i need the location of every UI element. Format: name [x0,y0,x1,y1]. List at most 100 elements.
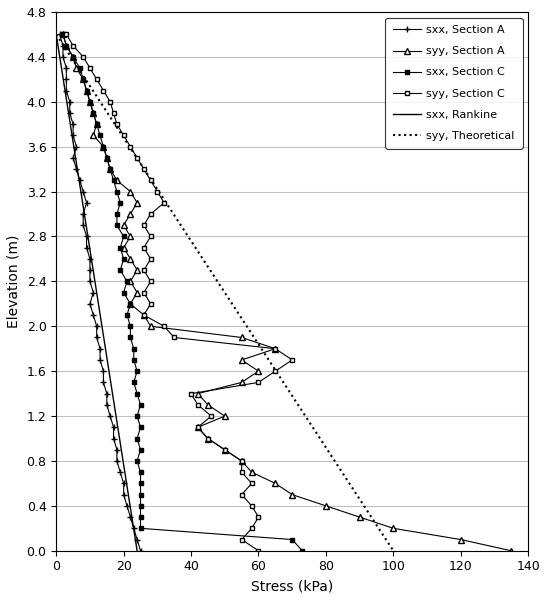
syy, Section C [272,368,278,375]
syy, Section A [83,87,90,94]
syy, Section A [222,446,228,454]
sxx, Section C [137,480,144,487]
sxx, Section A [97,356,103,364]
X-axis label: Stress (kPa): Stress (kPa) [251,579,333,593]
Legend: sxx, Section A, syy, Section A, sxx, Section C, syy, Section C, sxx, Rankine, sy: sxx, Section A, syy, Section A, sxx, Sec… [385,17,522,149]
sxx, Section C [137,502,144,509]
syy, Section C [147,177,154,184]
syy, Section A [238,334,245,341]
sxx, Section A [77,177,83,184]
syy, Section A [147,323,154,330]
sxx, Section C [137,514,144,521]
sxx, Section C [131,379,137,386]
syy, Section A [120,244,127,251]
syy, Section C [195,424,201,431]
syy, Section C [161,323,167,330]
Line: sxx, Section C: sxx, Section C [61,32,304,553]
syy, Section C [248,480,255,487]
sxx, Section A [66,109,73,116]
syy, Section C [70,42,77,49]
sxx, Section C [117,199,124,206]
sxx, Section C [289,536,295,543]
sxx, Section A [94,323,100,330]
syy, Section A [94,121,100,128]
sxx, Section C [80,76,86,83]
sxx, Section C [120,256,127,263]
syy, Section A [390,525,397,532]
sxx, Section A [63,87,69,94]
syy, Section C [255,514,262,521]
syy, Section A [141,311,147,319]
sxx, Section A [80,221,86,229]
sxx, Section C [131,356,137,364]
syy, Section A [60,31,66,38]
syy, Section C [147,233,154,240]
syy, Section C [107,98,113,106]
sxx, Section C [137,469,144,476]
sxx, Section C [127,334,133,341]
sxx, Section C [110,177,117,184]
sxx, Section A [131,525,137,532]
sxx, Section C [90,109,97,116]
sxx, Section A [86,278,93,285]
sxx, Section C [134,435,141,442]
sxx, Section A [100,379,107,386]
syy, Section C [238,536,245,543]
syy, Section A [205,435,211,442]
syy, Section C [248,502,255,509]
syy, Section A [195,390,201,397]
sxx, Section C [134,412,141,419]
syy, Section A [457,536,464,543]
sxx, Section A [127,514,133,521]
sxx, Section C [137,491,144,498]
sxx, Section C [83,87,90,94]
sxx, Section A [114,457,120,464]
sxx, Section C [134,457,141,464]
sxx, Section A [56,31,63,38]
syy, Section C [147,256,154,263]
sxx, Section C [134,390,141,397]
sxx, Section A [110,424,117,431]
syy, Section A [323,502,329,509]
sxx, Section A [63,64,69,71]
sxx, Section C [114,188,120,195]
syy, Section A [120,221,127,229]
syy, Section C [147,278,154,285]
syy, Section C [154,188,161,195]
sxx, Section C [100,143,107,150]
syy, Section A [134,199,141,206]
syy, Section A [90,109,97,116]
sxx, Section A [60,42,66,49]
sxx, Section A [100,368,107,375]
syy, Section A [100,143,107,150]
syy, Section C [94,76,100,83]
sxx, Section A [124,502,130,509]
syy, Section A [73,64,80,71]
syy, Section C [127,143,133,150]
syy, Section A [238,356,245,364]
syy, Section A [255,368,262,375]
syy, Section A [248,469,255,476]
Line: syy, Section A: syy, Section A [60,32,514,554]
sxx, Section A [117,469,124,476]
sxx, Section A [90,311,97,319]
syy, Section C [134,154,141,161]
syy, Section A [272,345,278,352]
sxx, Section A [114,446,120,454]
Y-axis label: Elevation (m): Elevation (m) [7,235,21,328]
syy, Section C [238,469,245,476]
syy, Section C [205,435,211,442]
syy, Section C [110,109,117,116]
sxx, Section C [97,132,103,139]
syy, Section C [141,244,147,251]
sxx, Section A [107,412,113,419]
sxx, Section A [103,401,110,409]
sxx, Section C [137,446,144,454]
syy, Section C [222,446,228,454]
syy, Section C [100,87,107,94]
sxx, Section A [94,334,100,341]
syy, Section A [195,424,201,431]
syy, Section C [289,356,295,364]
syy, Section C [63,31,69,38]
syy, Section A [205,401,211,409]
